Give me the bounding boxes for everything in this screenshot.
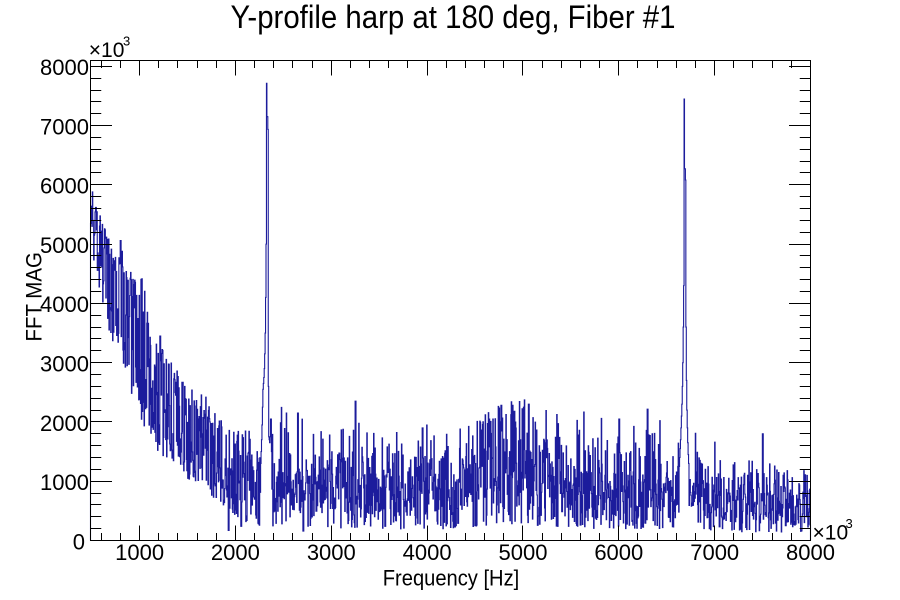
svg-text:×10: ×10 <box>89 39 125 62</box>
svg-text:×10: ×10 <box>813 522 849 545</box>
svg-text:6000: 6000 <box>594 540 643 565</box>
svg-text:Frequency [Hz]: Frequency [Hz] <box>383 566 520 591</box>
svg-text:8000: 8000 <box>40 55 89 80</box>
svg-text:3: 3 <box>123 34 130 49</box>
svg-text:1000: 1000 <box>40 470 89 495</box>
svg-text:4000: 4000 <box>40 292 89 317</box>
svg-text:2000: 2000 <box>40 411 89 436</box>
svg-text:5000: 5000 <box>499 540 548 565</box>
svg-text:0: 0 <box>73 529 85 554</box>
svg-text:5000: 5000 <box>40 233 89 258</box>
svg-text:7000: 7000 <box>690 540 739 565</box>
svg-text:FFT MAG: FFT MAG <box>22 252 47 341</box>
svg-text:3000: 3000 <box>307 540 356 565</box>
svg-text:1000: 1000 <box>115 540 164 565</box>
svg-text:2000: 2000 <box>211 540 260 565</box>
svg-text:3000: 3000 <box>40 352 89 377</box>
svg-text:4000: 4000 <box>403 540 452 565</box>
svg-text:3: 3 <box>846 516 853 531</box>
svg-text:Y-profile harp at 180 deg, Fib: Y-profile harp at 180 deg, Fiber #1 <box>231 0 676 35</box>
svg-text:7000: 7000 <box>40 114 89 139</box>
svg-text:8000: 8000 <box>786 540 835 565</box>
svg-text:6000: 6000 <box>40 174 89 199</box>
